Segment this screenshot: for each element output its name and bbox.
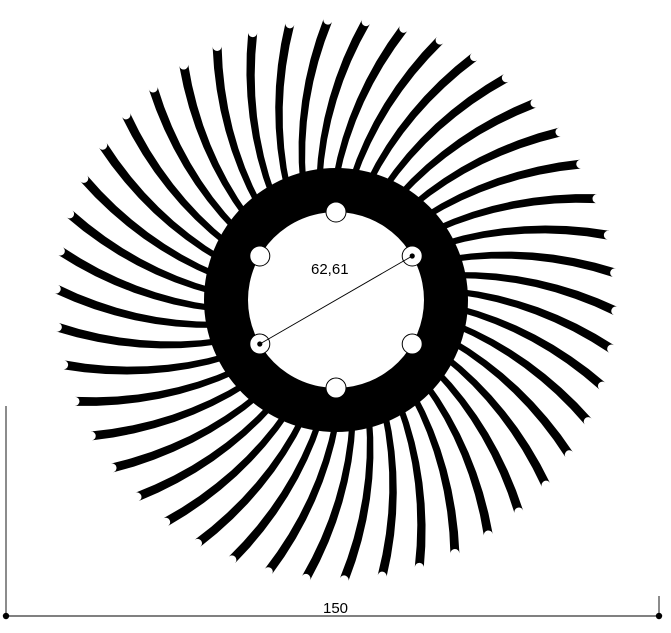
fin xyxy=(80,175,217,277)
inner-dim-endpoint xyxy=(257,341,262,346)
fin xyxy=(299,18,332,182)
fin xyxy=(378,411,397,577)
heatsink-diagram xyxy=(0,0,671,633)
notch xyxy=(326,202,346,222)
fin xyxy=(350,37,444,180)
fin xyxy=(63,353,229,374)
fin xyxy=(179,64,249,218)
outer-width-label: 150 xyxy=(323,600,348,617)
fin xyxy=(265,421,339,574)
fin xyxy=(340,417,373,581)
notch xyxy=(250,246,270,266)
notch xyxy=(326,378,346,398)
inner-diameter-label: 62,61 xyxy=(311,261,349,278)
fin xyxy=(275,23,294,189)
fin xyxy=(67,211,215,295)
fin xyxy=(443,226,609,247)
fin xyxy=(423,381,493,535)
fin xyxy=(333,26,407,179)
fin xyxy=(454,322,591,424)
inner-dim-endpoint xyxy=(410,253,415,258)
fin xyxy=(229,420,323,563)
fin xyxy=(397,403,426,568)
fin xyxy=(246,32,275,197)
notch xyxy=(402,334,422,354)
fin xyxy=(457,305,605,389)
